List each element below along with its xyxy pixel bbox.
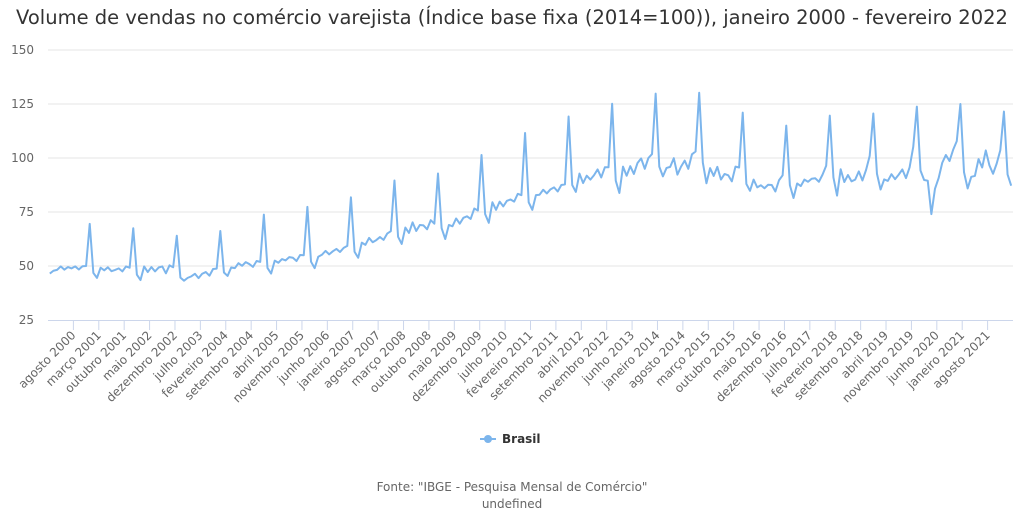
legend-line-marker-icon	[480, 434, 496, 444]
series-line-brasil	[50, 93, 1011, 281]
y-tick-label: 75	[19, 205, 34, 219]
y-tick-label: 150	[11, 43, 34, 57]
y-tick-label: 25	[19, 313, 34, 327]
source-credit-2: undefined	[0, 497, 1024, 511]
legend-label: Brasil	[502, 432, 541, 446]
source-credit: Fonte: "IBGE - Pesquisa Mensal de Comérc…	[0, 480, 1024, 494]
y-axis: 25 50 75 100 125 150	[11, 43, 34, 327]
legend-item-brasil[interactable]: Brasil	[480, 432, 541, 446]
y-tick-label: 125	[11, 97, 34, 111]
series-brasil	[50, 93, 1011, 281]
y-tick-label: 50	[19, 259, 34, 273]
y-tick-label: 100	[11, 151, 34, 165]
